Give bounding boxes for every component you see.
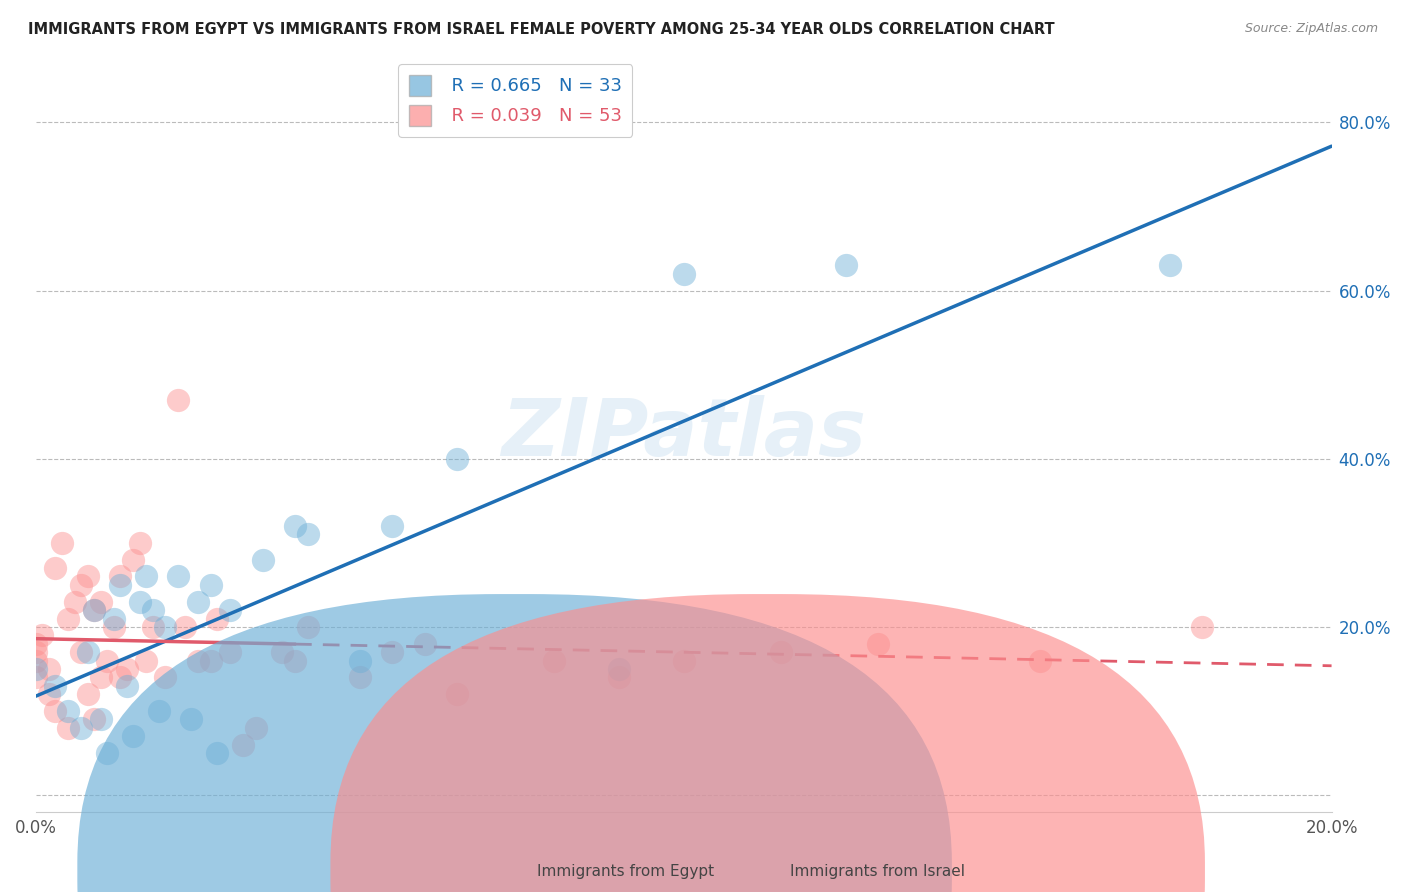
Point — [607, 670, 630, 684]
Point — [207, 611, 229, 625]
Point — [38, 662, 60, 676]
Point — [167, 392, 190, 407]
Point — [135, 654, 157, 668]
Text: IMMIGRANTS FROM EGYPT VS IMMIGRANTS FROM ISRAEL FEMALE POVERTY AMONG 25-34 YEAR : IMMIGRANTS FROM EGYPT VS IMMIGRANTS FROM… — [28, 22, 1054, 37]
Point — [70, 645, 93, 659]
Point — [607, 662, 630, 676]
Point — [543, 654, 565, 668]
Point — [284, 519, 307, 533]
Point — [252, 552, 274, 566]
Point — [58, 611, 80, 625]
Point — [187, 595, 209, 609]
Point — [135, 569, 157, 583]
Point — [148, 704, 170, 718]
Point — [219, 603, 242, 617]
Point — [51, 536, 73, 550]
Point — [834, 258, 856, 272]
Point — [44, 704, 66, 718]
Point — [200, 578, 222, 592]
Point — [769, 645, 792, 659]
Point — [115, 679, 138, 693]
Point — [180, 713, 202, 727]
Point — [128, 536, 150, 550]
Text: Immigrants from Egypt: Immigrants from Egypt — [537, 864, 714, 879]
Point — [1159, 258, 1181, 272]
Point — [76, 569, 98, 583]
Point — [90, 670, 112, 684]
Legend:   R = 0.665   N = 33,   R = 0.039   N = 53: R = 0.665 N = 33, R = 0.039 N = 53 — [398, 64, 633, 136]
Point — [232, 738, 254, 752]
Point — [103, 611, 125, 625]
Point — [83, 603, 105, 617]
Point — [1029, 654, 1052, 668]
Point — [25, 654, 48, 668]
Point — [413, 637, 436, 651]
Point — [96, 654, 118, 668]
Point — [167, 569, 190, 583]
Point — [381, 519, 404, 533]
Point — [349, 654, 371, 668]
Point — [122, 552, 145, 566]
Point — [155, 620, 177, 634]
Point — [108, 569, 131, 583]
Point — [219, 645, 242, 659]
Point — [174, 620, 197, 634]
Point — [96, 746, 118, 760]
Point — [284, 654, 307, 668]
Point — [200, 654, 222, 668]
Point — [155, 670, 177, 684]
Point — [83, 603, 105, 617]
Point — [672, 654, 695, 668]
Point — [44, 561, 66, 575]
Point — [38, 687, 60, 701]
Point — [58, 704, 80, 718]
Point — [25, 670, 48, 684]
Point — [108, 578, 131, 592]
Point — [446, 687, 468, 701]
Point — [1191, 620, 1213, 634]
Text: Immigrants from Israel: Immigrants from Israel — [790, 864, 965, 879]
Point — [207, 746, 229, 760]
Point — [141, 603, 163, 617]
Text: ZIPatlas: ZIPatlas — [502, 394, 866, 473]
Point — [115, 662, 138, 676]
Point — [108, 670, 131, 684]
Point — [672, 267, 695, 281]
Point — [76, 645, 98, 659]
Point — [25, 662, 48, 676]
Point — [90, 595, 112, 609]
Point — [297, 527, 319, 541]
Point — [297, 620, 319, 634]
Point — [31, 628, 53, 642]
Point — [63, 595, 86, 609]
Point — [90, 713, 112, 727]
Point — [25, 645, 48, 659]
Text: Source: ZipAtlas.com: Source: ZipAtlas.com — [1244, 22, 1378, 36]
Point — [381, 645, 404, 659]
Point — [868, 637, 890, 651]
Point — [83, 713, 105, 727]
Point — [44, 679, 66, 693]
Point — [349, 670, 371, 684]
Point — [25, 637, 48, 651]
Point — [122, 729, 145, 743]
Point — [271, 645, 294, 659]
Point — [141, 620, 163, 634]
Point — [446, 451, 468, 466]
Point — [70, 721, 93, 735]
Point — [58, 721, 80, 735]
Point — [187, 654, 209, 668]
Point — [70, 578, 93, 592]
Point — [76, 687, 98, 701]
Point — [245, 721, 267, 735]
Point — [103, 620, 125, 634]
Point — [128, 595, 150, 609]
